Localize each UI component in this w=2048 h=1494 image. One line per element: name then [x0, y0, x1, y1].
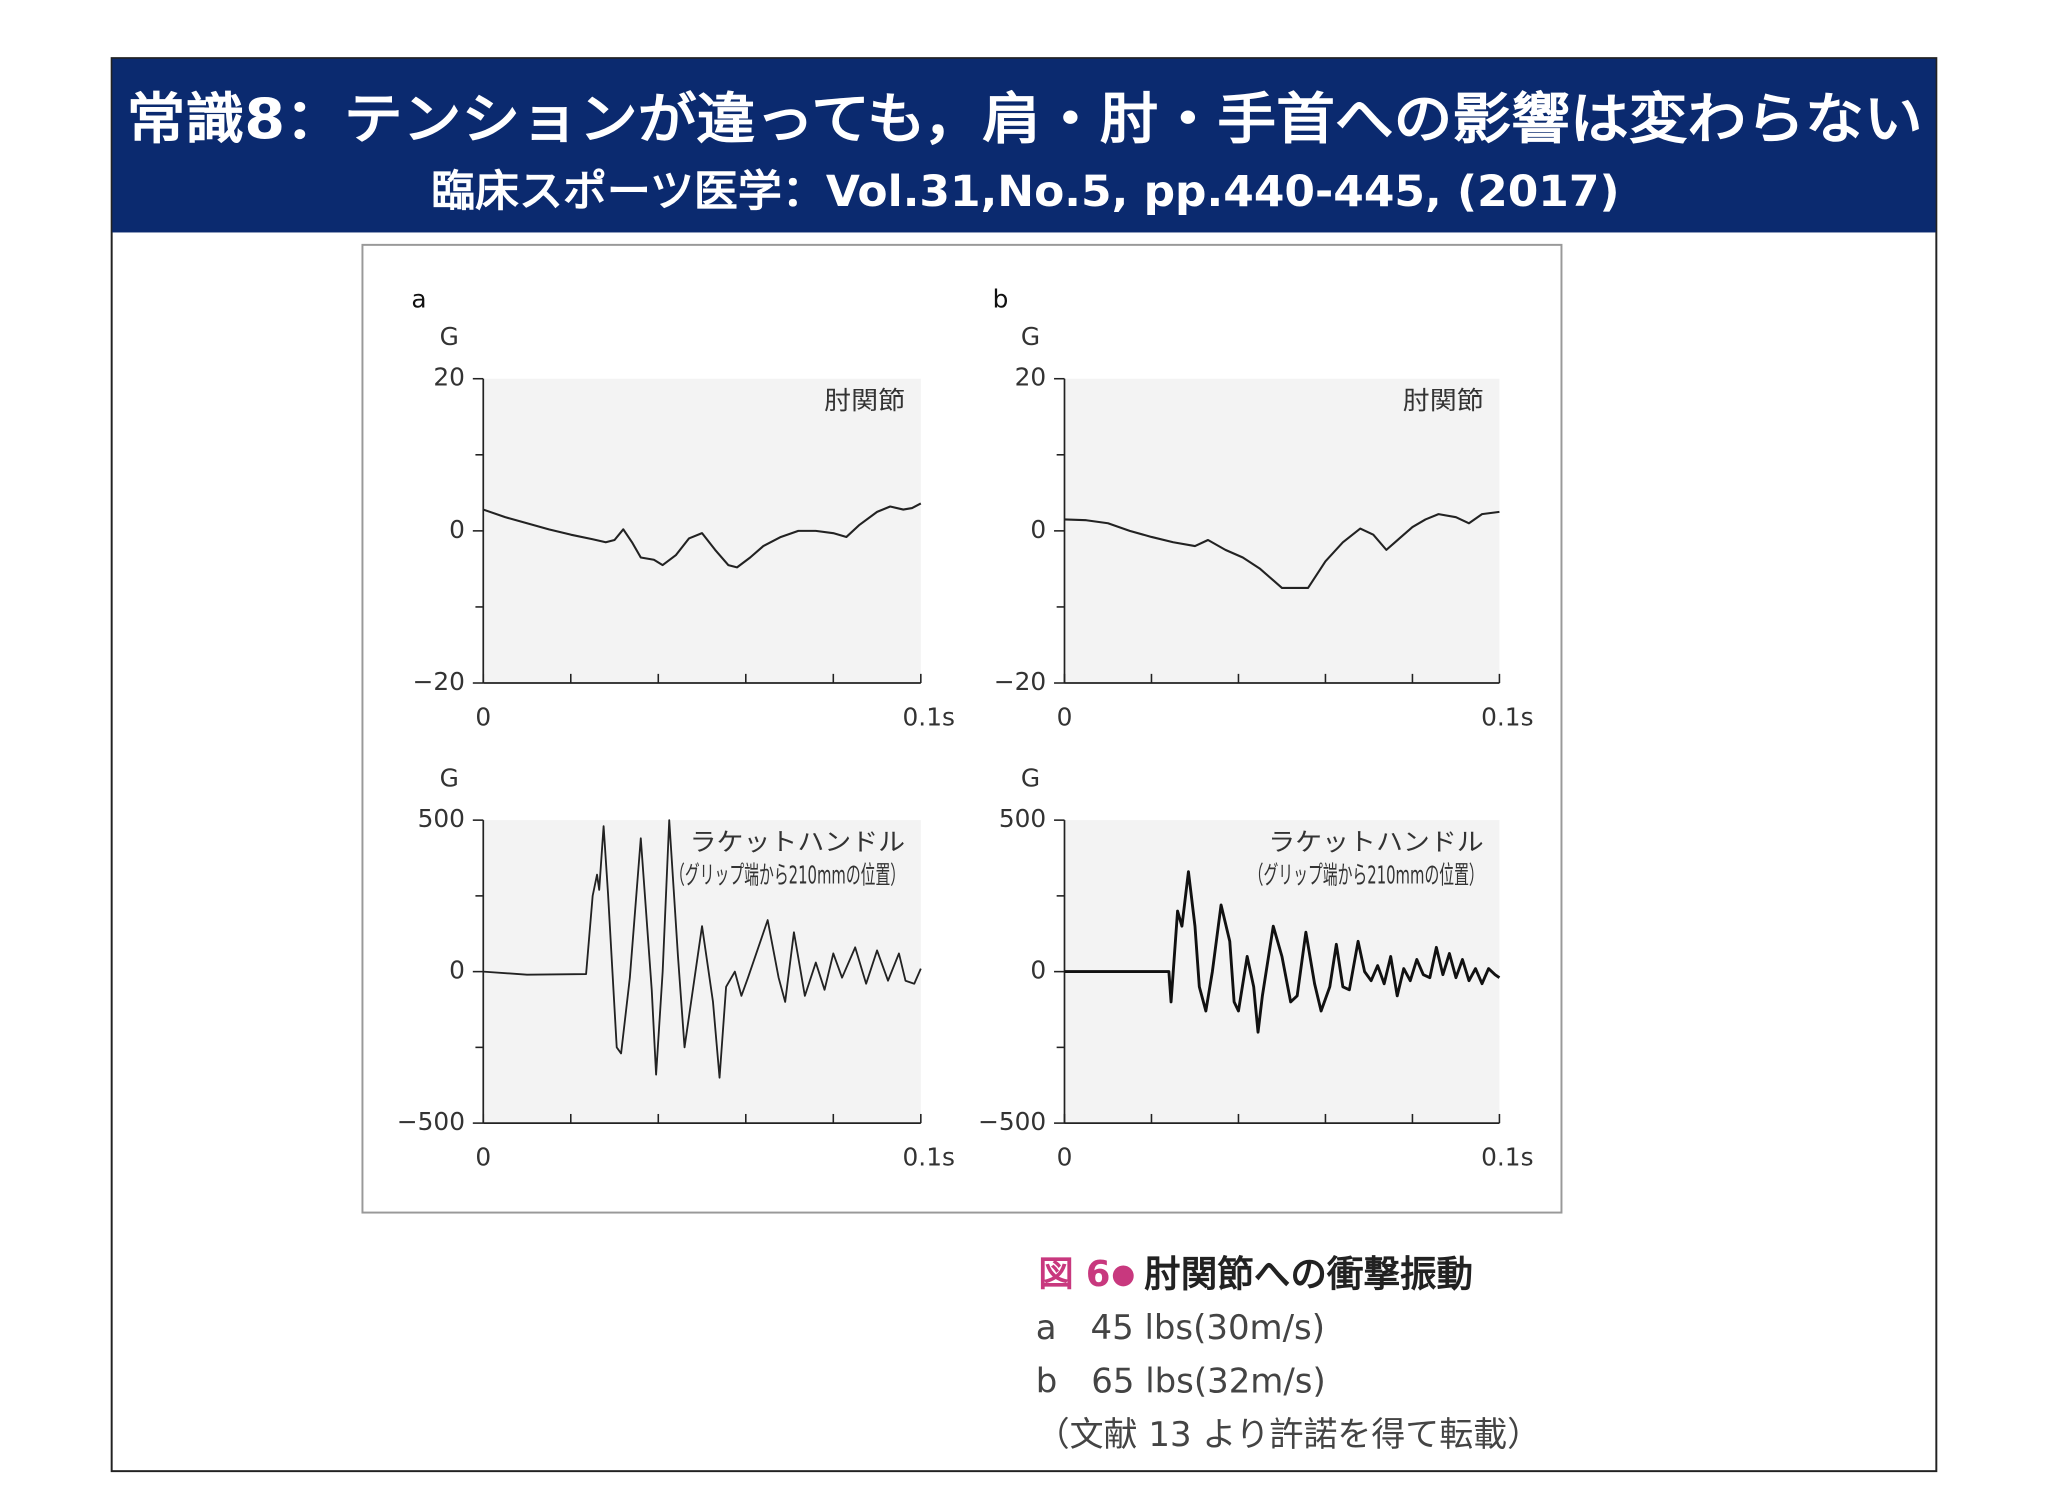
- panel-label: a: [411, 284, 426, 313]
- y-tick-label: 0: [1030, 515, 1046, 544]
- data-line: [1064, 870, 1501, 1034]
- y-tick-label: 0: [449, 515, 465, 544]
- x-tick-label: 0.1s: [903, 1142, 955, 1171]
- header-subtitle: 臨床スポーツ医学：Vol.31,No.5, pp.440-445, (2017): [431, 167, 1620, 217]
- x-tick-label: 0.1s: [1481, 1142, 1533, 1171]
- caption-title: 肘関節への衝撃振動: [1144, 1252, 1473, 1295]
- y-axis-label: G: [440, 764, 459, 793]
- x-tick-label: 0.1s: [1481, 702, 1533, 731]
- y-tick-label: 20: [1015, 363, 1047, 392]
- y-tick-label: 500: [999, 804, 1046, 833]
- caption-figure: 図 6: [1038, 1254, 1110, 1295]
- charts: −20 0 20 0 0.1s Ga 肘関節 −20 0 20 0 0.1s Gb 肘関節 −500 0 500…: [397, 284, 1534, 1171]
- chart: −20 0 20 0 0.1s Ga 肘関節: [411, 284, 954, 731]
- caption-line: （文献 13 より許諾を得て転載）: [1036, 1415, 1541, 1455]
- caption: 図 6 肘関節への衝撃振動 a 45 lbs(30m/s) b 65 lbs(32…: [1036, 1252, 1541, 1455]
- chart: −20 0 20 0 0.1s Gb 肘関節: [993, 284, 1534, 731]
- y-tick-label: 0: [449, 956, 465, 985]
- annotation: ラケットハンドル: [1268, 828, 1484, 857]
- y-tick-label: 20: [433, 363, 465, 392]
- chart: −500 0 500 0 0.1s G ラケットハンドル （グリップ端から210mmの位置）: [978, 764, 1533, 1172]
- annotation: （グリップ端から210mmの位置）: [1249, 860, 1484, 889]
- plot-area: [483, 378, 921, 684]
- header-band: [112, 58, 1936, 233]
- y-tick-label: −500: [397, 1107, 465, 1136]
- caption-line: a 45 lbs(30m/s): [1036, 1308, 1325, 1348]
- x-tick-label: 0.1s: [903, 702, 955, 731]
- y-axis-label: G: [1021, 764, 1040, 793]
- caption-bullet: [1112, 1265, 1134, 1287]
- y-tick-label: −20: [413, 667, 465, 696]
- header-title: 常識8：テンションが違っても，肩・肘・手首への影響は変わらない: [127, 87, 1923, 151]
- y-tick-label: −500: [978, 1107, 1046, 1136]
- plot-area: [483, 820, 921, 1124]
- x-tick-label: 0: [475, 702, 491, 731]
- data-line: [482, 502, 922, 569]
- annotation: ラケットハンドル: [690, 828, 906, 857]
- caption-line: b 65 lbs(32m/s): [1036, 1361, 1326, 1401]
- x-tick-label: 0: [1057, 1142, 1073, 1171]
- annotation: （グリップ端から210mmの位置）: [670, 860, 905, 889]
- annotation: 肘関節: [1403, 386, 1484, 415]
- data-line: [1064, 510, 1500, 589]
- plot-area: [1064, 378, 1500, 684]
- y-tick-label: 500: [418, 804, 465, 833]
- x-tick-label: 0: [475, 1142, 491, 1171]
- annotation: 肘関節: [824, 386, 905, 415]
- y-tick-label: −20: [994, 667, 1046, 696]
- x-tick-label: 0: [1057, 702, 1073, 731]
- y-tick-label: 0: [1030, 956, 1046, 985]
- chart: −500 0 500 0 0.1s G ラケットハンドル （グリップ端から210mmの位置）: [397, 764, 955, 1172]
- data-line: [483, 819, 922, 1079]
- y-axis-label: G: [440, 322, 459, 351]
- y-axis-label: G: [1021, 322, 1040, 351]
- panel-label: b: [993, 284, 1009, 313]
